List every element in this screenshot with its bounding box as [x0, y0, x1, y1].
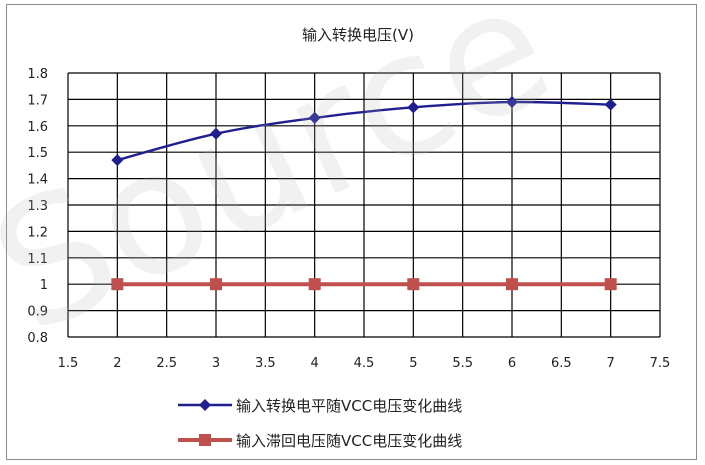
- x-tick-label: 7: [607, 356, 615, 371]
- x-tick-label: 4.5: [354, 356, 375, 371]
- y-tick-label: 1.6: [27, 120, 48, 135]
- data-point-diamond: [111, 154, 124, 167]
- x-tick-label: 7.5: [650, 356, 671, 371]
- x-tick-label: 5.5: [452, 356, 473, 371]
- y-tick-label: 1: [40, 278, 48, 293]
- x-tick-label: 5: [409, 356, 417, 371]
- y-tick-label: 1.4: [27, 173, 48, 188]
- legend-label: 输入转换电平随VCC电压变化曲线: [236, 397, 462, 415]
- y-tick-label: 0.9: [27, 305, 48, 320]
- x-tick-label: 2.5: [156, 356, 177, 371]
- data-point-diamond: [506, 96, 518, 109]
- chart-title: 输入转换电压(V): [302, 26, 414, 44]
- legend-marker-diamond: [199, 399, 211, 411]
- x-tick-label: 3.5: [255, 356, 276, 371]
- y-tick-label: 0.8: [27, 331, 48, 346]
- x-tick-label: 2: [113, 356, 121, 371]
- legend-marker-square: [199, 434, 211, 446]
- data-point-square: [506, 278, 518, 291]
- x-tick-label: 4: [311, 356, 319, 371]
- data-point-diamond: [308, 111, 321, 124]
- legend-label: 输入滞回电压随VCC电压变化曲线: [236, 432, 462, 450]
- series-line-0: [117, 100, 611, 162]
- data-point-square: [604, 278, 617, 291]
- y-tick-label: 1.5: [27, 146, 48, 161]
- x-tick-label: 6.5: [551, 356, 572, 371]
- chart-frame: [6, 4, 697, 460]
- y-tick-label: 1.1: [27, 252, 48, 267]
- y-tick-label: 1.3: [27, 199, 48, 214]
- data-point-square: [407, 278, 420, 291]
- data-point-diamond: [604, 98, 617, 111]
- x-tick-label: 3: [212, 356, 220, 371]
- x-tick-label: 6: [508, 356, 516, 371]
- data-point-diamond: [407, 101, 420, 114]
- y-tick-label: 1.7: [27, 93, 48, 108]
- y-tick-label: 1.8: [27, 67, 48, 82]
- data-point-square: [111, 278, 124, 291]
- x-tick-label: 1.5: [58, 356, 79, 371]
- y-tick-label: 1.2: [27, 225, 48, 240]
- data-point-diamond: [210, 127, 222, 140]
- data-point-square: [308, 278, 321, 291]
- data-point-square: [210, 278, 222, 291]
